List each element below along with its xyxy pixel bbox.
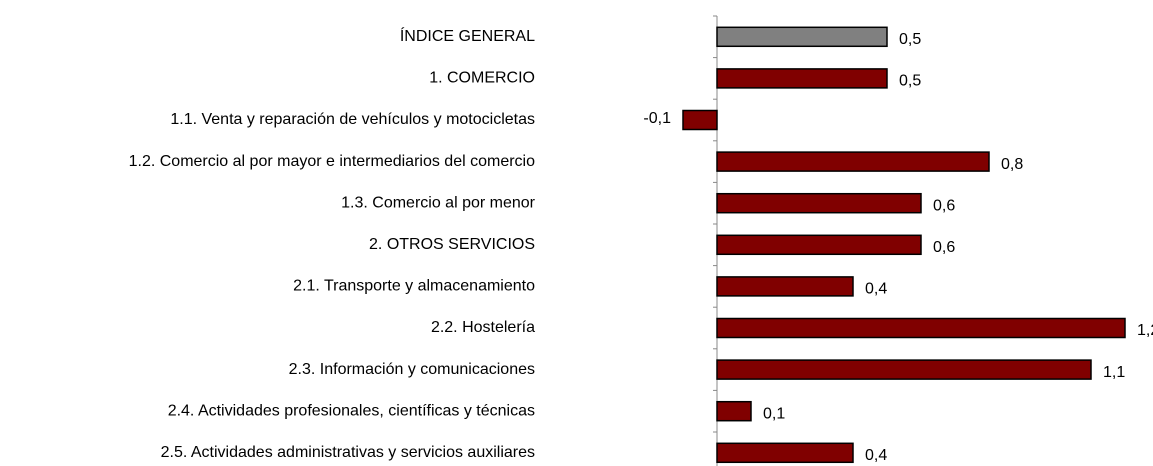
bar	[716, 151, 990, 172]
value-label: 1,2	[1137, 322, 1153, 339]
bar	[716, 26, 888, 48]
value-label: 0,5	[899, 31, 921, 48]
category-label: 1.1. Venta y reparación de vehículos y m…	[170, 111, 535, 128]
value-label: 0,1	[763, 405, 785, 422]
category-label: ÍNDICE GENERAL	[400, 26, 535, 45]
category-label: 1.3. Comercio al por menor	[341, 194, 536, 211]
category-label: 2.3. Información y comunicaciones	[289, 361, 535, 378]
value-label: 0,6	[933, 197, 955, 214]
bar	[716, 400, 752, 422]
value-label: 0,8	[1001, 156, 1023, 173]
bar	[682, 109, 718, 131]
category-label: 2.1. Transporte y almacenamiento	[293, 278, 535, 295]
bar	[716, 359, 1092, 380]
value-label: 1,1	[1103, 364, 1125, 381]
bar	[716, 442, 854, 464]
category-label: 1.2. Comercio al por mayor e intermediar…	[129, 153, 535, 170]
value-label: -0,1	[643, 110, 671, 127]
bar	[716, 192, 922, 214]
value-label: 0,6	[933, 239, 955, 256]
value-label: 0,5	[899, 73, 921, 90]
value-label: 0,4	[865, 447, 887, 464]
value-label: 0,4	[865, 281, 887, 298]
category-label: 2. OTROS SERVICIOS	[369, 236, 535, 253]
bar	[716, 234, 922, 256]
bar	[716, 317, 1126, 339]
category-label: 2.5. Actividades administrativas y servi…	[161, 444, 535, 461]
category-label: 1. COMERCIO	[429, 70, 535, 87]
bar	[716, 276, 854, 297]
category-label: 2.2. Hostelería	[431, 319, 535, 336]
bar	[716, 68, 888, 89]
category-label: 2.4. Actividades profesionales, científi…	[168, 402, 535, 419]
